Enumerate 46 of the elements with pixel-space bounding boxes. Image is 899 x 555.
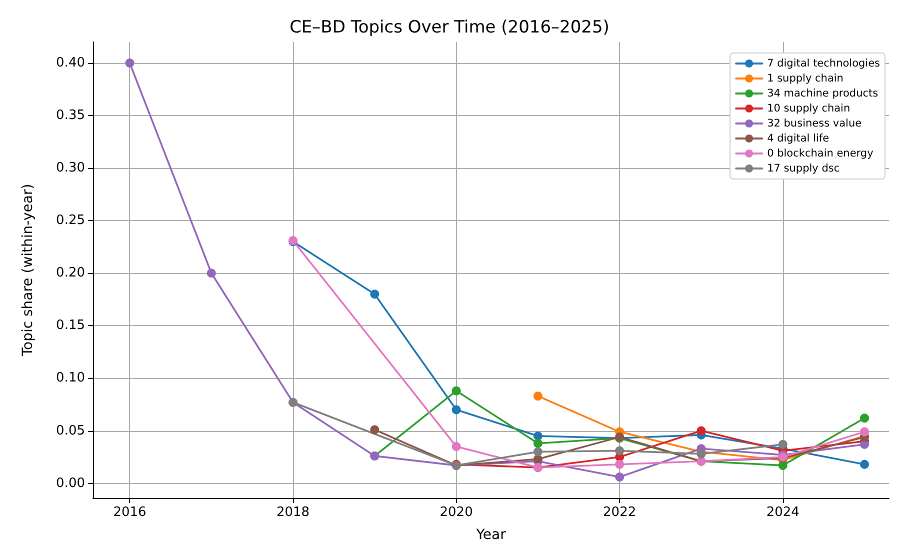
y-tick-label: 0.35 <box>56 108 85 124</box>
x-axis-title: Year <box>475 527 506 543</box>
x-tick-label: 2020 <box>440 505 473 520</box>
legend-label: 34 machine products <box>767 88 878 100</box>
x-tick-label: 2022 <box>603 505 636 520</box>
legend-label: 4 digital life <box>767 132 830 144</box>
y-tick-label: 0.05 <box>56 423 85 438</box>
x-tick-label: 2024 <box>766 505 800 520</box>
point <box>533 447 542 456</box>
y-axis-title: Topic share (within-year) <box>20 184 36 358</box>
y-tick-label: 0.15 <box>56 318 85 334</box>
legend-label: 7 digital technologies <box>767 58 880 70</box>
point <box>615 446 624 456</box>
y-tick-label: 0.00 <box>56 476 85 491</box>
y-tick-label: 0.10 <box>56 370 85 386</box>
point <box>615 460 624 469</box>
point <box>778 460 788 470</box>
legend-label: 0 blockchain energy <box>767 148 874 160</box>
point <box>860 460 870 469</box>
point <box>370 290 380 299</box>
point <box>860 414 870 423</box>
x-tick-label: 2018 <box>276 505 310 520</box>
point <box>860 427 870 436</box>
point <box>452 405 461 414</box>
y-tick-label: 0.40 <box>56 56 85 71</box>
point <box>860 440 870 449</box>
point <box>452 386 461 396</box>
point <box>206 268 216 278</box>
y-tick-label: 0.20 <box>56 266 85 281</box>
y-tick-label: 0.30 <box>56 160 85 176</box>
point <box>778 440 788 449</box>
legend-label: 10 supply chain <box>767 102 850 114</box>
point <box>370 425 380 434</box>
point <box>696 426 706 436</box>
y-tick-label: 0.25 <box>56 213 85 228</box>
point <box>533 438 542 448</box>
point <box>533 392 542 401</box>
point <box>533 432 542 441</box>
point <box>125 58 134 68</box>
point <box>452 442 461 452</box>
point <box>615 472 624 482</box>
chart-title: CE–BD Topics Over Time (2016–2025) <box>290 18 610 38</box>
legend-label: 32 business value <box>767 118 862 130</box>
legend-label: 17 supply dsc <box>767 162 840 174</box>
legend-label: 1 supply chain <box>767 72 844 84</box>
x-tick-label: 2016 <box>113 505 146 520</box>
